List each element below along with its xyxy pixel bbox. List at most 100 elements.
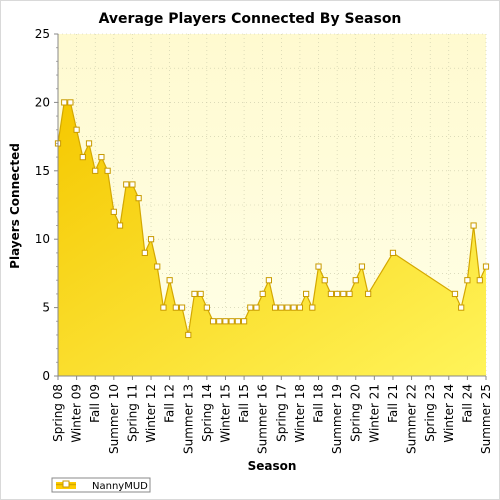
data-point-marker [110, 208, 117, 215]
data-point-marker [327, 290, 335, 298]
data-point-marker [104, 167, 111, 174]
x-tick-label: Winter 09 [70, 384, 84, 443]
data-point-marker [451, 290, 459, 298]
data-point-marker [160, 304, 167, 311]
x-tick-label: Fall 21 [386, 384, 400, 423]
data-point-marker [464, 277, 471, 284]
data-point-marker [203, 304, 210, 311]
x-tick-label: Summer 25 [479, 384, 493, 454]
data-point-marker [482, 263, 490, 270]
x-tick-label: Summer 10 [107, 384, 121, 454]
data-point-marker [234, 318, 241, 325]
data-point-marker [85, 140, 93, 147]
data-point-marker [278, 304, 285, 311]
data-point-marker [216, 318, 223, 325]
x-tick-labels: Spring 08 Winter 09 Fall 09 Summer 10 Spring… [51, 384, 493, 454]
x-tick-label: Winter 12 [144, 384, 158, 443]
data-point-marker [178, 304, 186, 311]
data-point-marker [209, 318, 217, 325]
legend-label: NannyMUD [92, 481, 148, 492]
data-point-marker [340, 290, 347, 298]
data-point-marker [154, 263, 161, 270]
x-tick-label: Spring 14 [200, 384, 214, 442]
x-tick-label: Winter 15 [218, 384, 232, 443]
y-tick-label: 10 [35, 232, 50, 246]
data-point-marker [116, 222, 124, 229]
data-point-marker [303, 290, 310, 298]
data-point-marker [172, 304, 179, 311]
data-point-marker [253, 304, 260, 311]
x-tick-label: Winter 18 [293, 384, 307, 443]
x-tick-label: Winter 24 [442, 384, 456, 443]
data-point-marker [321, 277, 328, 284]
x-tick-label: Winter 21 [367, 384, 381, 443]
x-tick-label: Spring 20 [349, 384, 363, 442]
data-point-marker [476, 277, 483, 284]
x-tick-label: Spring 11 [125, 384, 139, 442]
data-point-marker [265, 277, 272, 284]
data-point-marker [67, 99, 74, 106]
x-tick-label: Summer 13 [181, 384, 195, 454]
x-tick-label: Fall 15 [237, 384, 251, 423]
data-point-marker [228, 318, 235, 325]
x-tick-label: Fall 09 [88, 384, 102, 423]
y-tick-label: 15 [35, 164, 50, 178]
data-point-marker [123, 181, 130, 188]
axes [54, 33, 487, 380]
x-tick-label: Spring 08 [51, 384, 65, 442]
x-tick-label: Spring 23 [423, 384, 437, 442]
y-tick-label: 25 [35, 27, 50, 41]
data-point-marker [147, 236, 155, 243]
data-point-marker [73, 126, 80, 133]
x-tick-label: Fall 24 [460, 384, 474, 423]
x-tick-label: Spring 17 [274, 384, 288, 442]
x-tick-label: Summer 22 [405, 384, 419, 454]
series-line [57, 101, 487, 336]
data-point-marker [247, 304, 254, 311]
data-point-marker [129, 181, 136, 188]
data-point-marker [296, 304, 304, 311]
data-point-marker [166, 277, 173, 284]
data-point-marker [272, 304, 279, 311]
data-point-marker [61, 99, 68, 106]
x-tick-label: Summer 16 [256, 384, 270, 454]
x-tick-label: Fall 12 [163, 384, 177, 423]
y-tick-label: 20 [35, 95, 50, 109]
data-point-marker [92, 167, 99, 174]
data-point-marker [197, 290, 204, 298]
legend-box [51, 477, 151, 493]
data-point-marker [346, 290, 353, 298]
data-point-marker [334, 290, 341, 298]
data-point-marker [470, 222, 477, 229]
data-point-marker [185, 331, 192, 339]
data-point-marker [458, 304, 465, 311]
y-tick-label: 5 [42, 301, 50, 315]
data-point-marker [365, 290, 372, 298]
data-point-marker [98, 154, 105, 161]
data-point-marker [135, 195, 142, 202]
chart-title: Average Players Connected By Season [99, 11, 402, 27]
y-tick-labels: 0 5 10 15 20 25 [35, 27, 50, 383]
data-point-marker [79, 154, 86, 161]
y-axis-title: Players Connected [8, 143, 22, 269]
data-point-marker [309, 304, 316, 311]
y-tick-label: 0 [42, 369, 50, 383]
line-marker-icon [56, 480, 76, 489]
data-point-marker [259, 290, 266, 298]
data-point-marker [191, 290, 198, 298]
data-point-marker [290, 304, 297, 311]
data-point-marker [141, 249, 148, 256]
x-tick-label: Fall 18 [312, 384, 326, 423]
data-point-marker [358, 263, 366, 270]
data-point-marker [315, 263, 322, 270]
data-point-marker [352, 277, 359, 284]
legend: NannyMUD [51, 477, 151, 493]
data-point-marker [222, 318, 229, 325]
x-axis-title: Season [248, 459, 297, 473]
data-point-marker [284, 304, 291, 311]
data-point-marker [389, 249, 397, 256]
x-tick-label: Summer 19 [330, 384, 344, 454]
data-point-marker [240, 318, 248, 325]
